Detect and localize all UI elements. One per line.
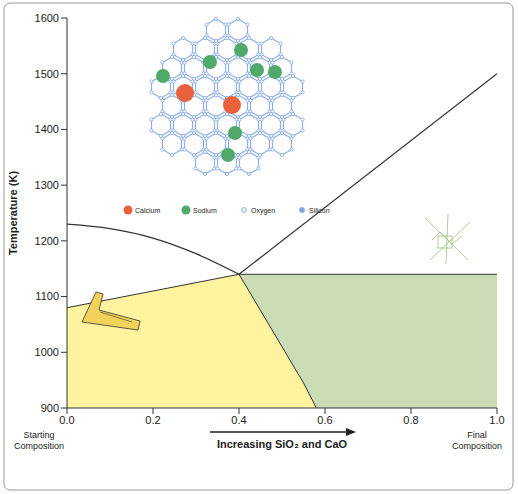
- svg-text:1600: 1600: [35, 12, 59, 24]
- svg-text:0.0: 0.0: [59, 414, 74, 426]
- svg-text:1000: 1000: [35, 346, 59, 358]
- svg-text:Silicon: Silicon: [309, 207, 330, 214]
- svg-text:Oxygen: Oxygen: [251, 207, 275, 215]
- svg-text:0.2: 0.2: [145, 414, 160, 426]
- svg-text:1200: 1200: [35, 235, 59, 247]
- svg-text:FinalComposition: FinalComposition: [452, 430, 502, 451]
- svg-text:1.0: 1.0: [489, 414, 504, 426]
- svg-text:Sodium: Sodium: [193, 207, 217, 214]
- svg-text:900: 900: [41, 402, 59, 414]
- svg-text:Increasing SiO₂ and CaO: Increasing SiO₂ and CaO: [217, 438, 348, 450]
- svg-text:0.6: 0.6: [317, 414, 332, 426]
- svg-text:1400: 1400: [35, 123, 59, 135]
- svg-text:Temperature (K): Temperature (K): [7, 171, 19, 255]
- svg-text:1500: 1500: [35, 68, 59, 80]
- svg-text:0.8: 0.8: [403, 414, 418, 426]
- svg-text:0.4: 0.4: [231, 414, 246, 426]
- svg-text:1300: 1300: [35, 179, 59, 191]
- svg-text:Calcium: Calcium: [135, 207, 160, 214]
- svg-text:StartingComposition: StartingComposition: [14, 430, 64, 451]
- svg-text:1100: 1100: [35, 290, 59, 302]
